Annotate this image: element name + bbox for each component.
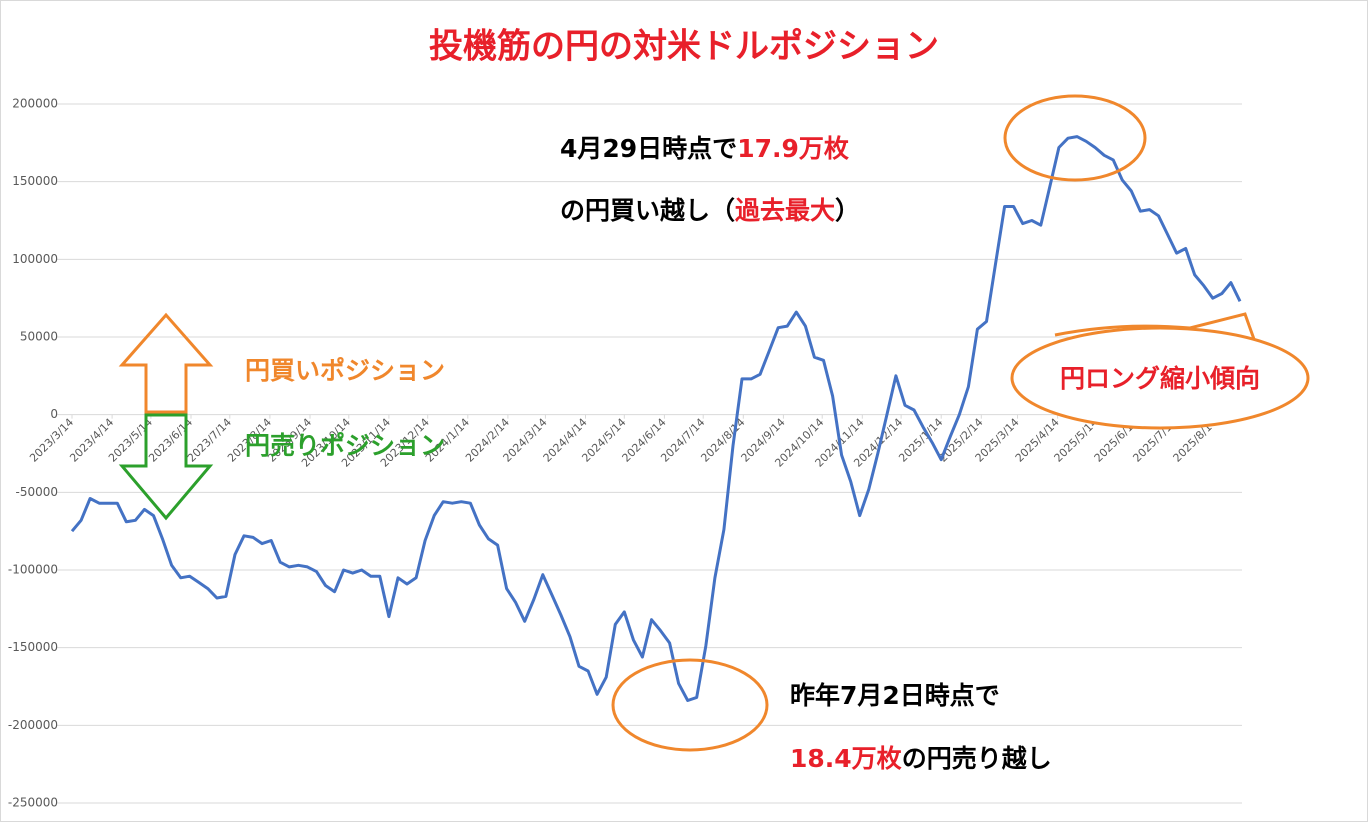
- y-tick-label: 100000: [12, 252, 58, 266]
- trough-note: 18.4万枚の円売り越し: [790, 744, 1052, 773]
- note-highlight: 過去最大: [735, 196, 835, 225]
- up-arrow: [118, 312, 214, 414]
- trend-callout: [1010, 326, 1310, 430]
- data-line: [70, 135, 1242, 702]
- note-text: の円買い越し（: [560, 196, 735, 225]
- peak-note: の円買い越し（過去最大）: [560, 196, 860, 225]
- note-text: の円売り越し: [902, 744, 1052, 773]
- y-tick-label: -200000: [8, 718, 58, 732]
- peak-note: 4月29日時点で17.9万枚: [560, 134, 849, 163]
- y-tick-label: -50000: [15, 485, 58, 499]
- note-highlight: 17.9万枚: [737, 134, 849, 163]
- y-tick-label: 200000: [12, 97, 58, 111]
- grid: -250000 -200000 -150000 -100000 -50000 0 50000…: [8, 97, 1242, 810]
- note-text: 昨年7月2日時点で: [790, 681, 1000, 710]
- long-label: 円買いポジション: [245, 356, 445, 385]
- plot: [70, 135, 1242, 702]
- y-tick-label: -100000: [8, 563, 58, 577]
- trough-note: 昨年7月2日時点で: [790, 681, 1000, 710]
- note-highlight: 18.4万枚: [790, 744, 902, 773]
- down-arrow: [118, 413, 214, 521]
- chart-title: 投機筋の円の対米ドルポジション: [429, 27, 939, 67]
- short-label: 円売りポジション: [245, 431, 445, 460]
- note-text: 4月29日時点で: [560, 134, 737, 163]
- y-tick-label: -250000: [8, 796, 58, 810]
- trend-label: 円ロング縮小傾向: [1060, 364, 1260, 393]
- y-tick-label: 50000: [20, 330, 58, 344]
- note-text: ）: [835, 196, 860, 225]
- y-tick-label: -150000: [8, 640, 58, 654]
- trough-circle: [611, 658, 769, 752]
- y-tick-label: 0: [50, 407, 58, 421]
- peak-circle: [1003, 94, 1147, 182]
- y-tick-label: 150000: [12, 174, 58, 188]
